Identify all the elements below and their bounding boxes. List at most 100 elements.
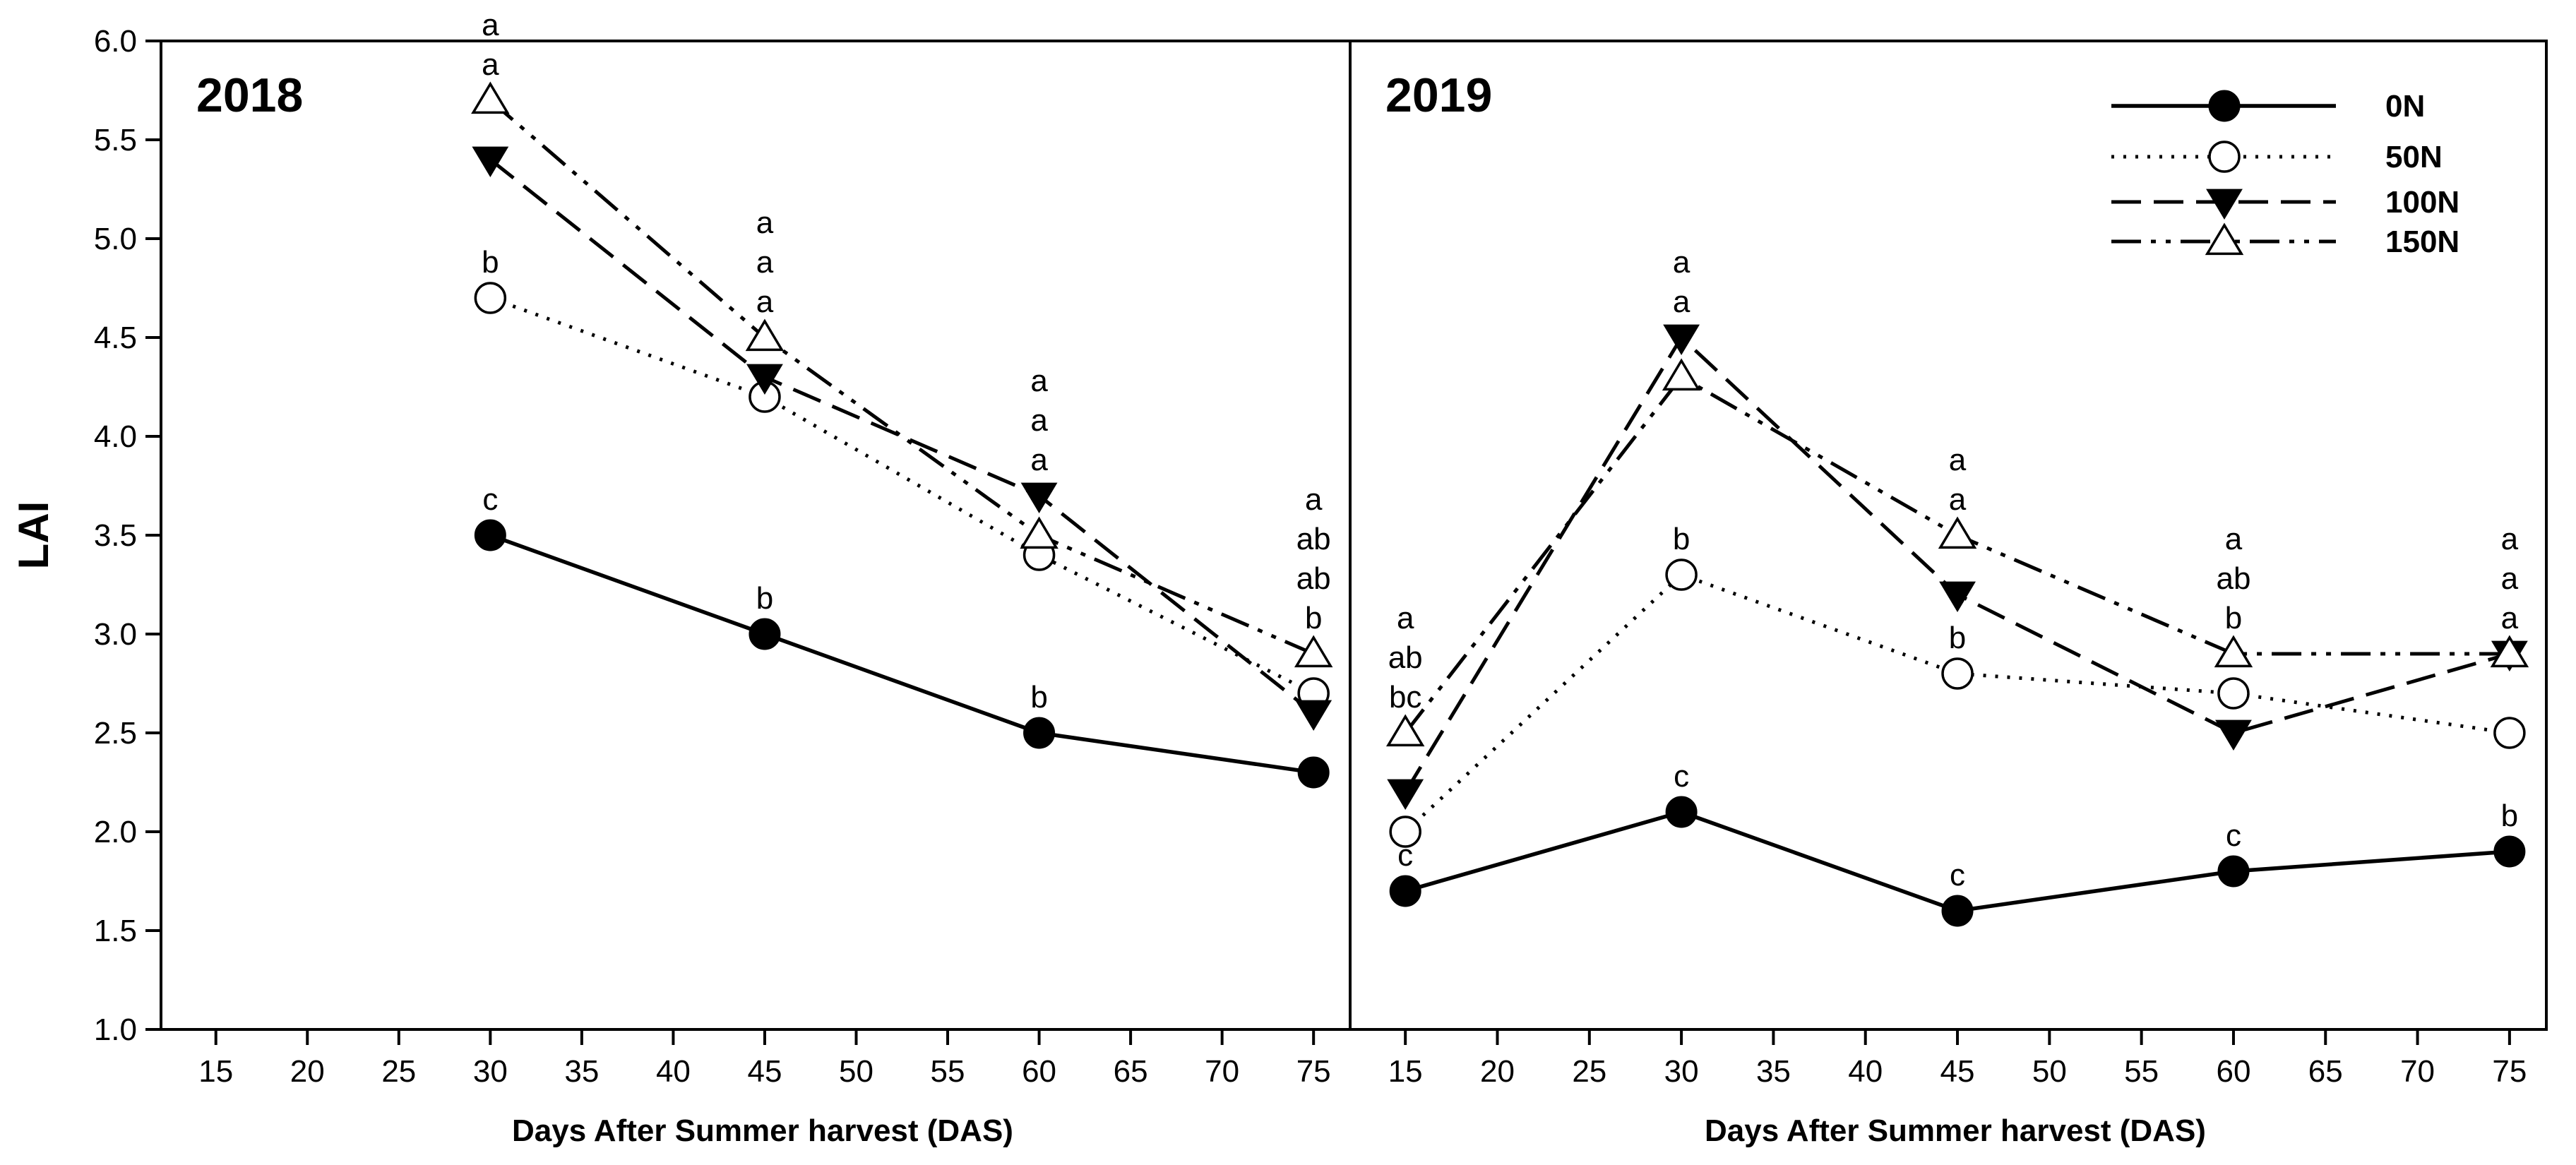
series-line-150N [489,99,1315,656]
significance-label: c [482,482,498,517]
point-50N [1389,816,1421,848]
x-tick-label: 25 [1572,1054,1606,1089]
y-tick-label: 6.0 [94,24,137,59]
panel-title: 2018 [196,68,303,122]
significance-label: a [756,245,774,280]
series-line-50N [489,296,1315,695]
y-tick-label: 3.0 [94,617,137,652]
point-150N [1662,358,1701,391]
y-tick-label: 2.5 [94,716,137,751]
x-tick-label: 60 [1022,1054,1056,1089]
point-50N [2493,717,2526,749]
x-tick-label: 50 [2032,1054,2067,1089]
y-tick-label: 2.0 [94,815,137,849]
x-tick-label: 75 [1296,1054,1331,1089]
significance-label: a [1949,482,1967,517]
point-50N [1941,657,1974,690]
point-50N [474,282,507,314]
series-line-100N [489,158,1315,715]
significance-label: b [1030,680,1047,715]
x-tick-label: 35 [564,1054,599,1089]
point-150N [2214,635,2253,668]
significance-label: a [2501,601,2519,635]
significance-label: b [1673,522,1690,556]
significance-label: a [1305,482,1323,517]
significance-label: a [1673,245,1690,280]
significance-label: a [482,8,499,42]
point-0N [2217,855,2250,888]
significance-label: a [756,285,774,319]
y-tick-label: 4.5 [94,321,137,355]
significance-label: ab [1388,640,1423,675]
legend-marker-150N [2205,222,2244,256]
significance-label: c [1397,838,1413,873]
x-tick-label: 55 [2124,1054,2159,1089]
point-100N [1020,482,1058,514]
legend-marker-50N [2208,141,2241,173]
x-tick-label: 70 [1205,1054,1239,1089]
series-line-50N [1404,573,2510,833]
point-150N [1938,516,1977,549]
series-line-100N [1404,335,2510,794]
point-0N [749,618,781,650]
significance-label: a [2225,522,2243,556]
significance-label: ab [1296,522,1331,556]
x-tick-label: 15 [198,1054,233,1089]
legend-label: 0N [2385,89,2425,124]
point-50N [1665,558,1698,591]
x-tick-label: 75 [2492,1054,2527,1089]
x-tick-label: 65 [2308,1054,2343,1089]
point-150N [1385,714,1425,747]
x-tick-label: 20 [290,1054,325,1089]
significance-label: a [2501,561,2519,596]
legend-marker-100N [2206,189,2243,220]
point-100N [1939,581,1976,613]
series-line-0N [489,533,1314,775]
significance-label: a [1030,443,1048,477]
legend-label: 150N [2385,225,2459,259]
point-0N [1389,875,1421,907]
point-100N [1295,700,1332,731]
point-0N [474,519,506,551]
point-150N [1020,516,1059,549]
x-tick-label: 30 [1664,1054,1699,1089]
point-100N [1663,324,1700,356]
point-100N [1387,779,1424,811]
point-100N [746,364,783,395]
x-tick-label: 70 [2400,1054,2435,1089]
x-tick-label: 60 [2216,1054,2250,1089]
point-0N [1297,756,1330,789]
significance-label: c [2226,818,2241,853]
significance-label: a [1030,364,1048,398]
x-tick-label: 40 [656,1054,691,1089]
significance-label: c [1950,858,1965,892]
point-150N [745,318,785,352]
significance-label: a [1673,285,1690,319]
y-tick-label: 4.0 [94,419,137,454]
panel-2018-frame [160,40,1352,1031]
x-tick-label: 35 [1756,1054,1791,1089]
y-tick-label: 5.0 [94,222,137,256]
x-tick-label: 20 [1480,1054,1515,1089]
x-tick-label: 15 [1388,1054,1423,1089]
significance-label: ab [1296,561,1331,596]
point-0N [1941,895,1974,927]
x-axis-title: Days After Summer harvest (DAS) [1705,1113,2206,1148]
x-tick-label: 30 [473,1054,508,1089]
panel-title: 2019 [1385,68,1492,122]
x-tick-label: 40 [1848,1054,1883,1089]
legend-marker-0N [2208,90,2241,122]
y-axis-title: LAI [10,501,57,570]
point-150N [471,81,510,114]
point-50N [2217,677,2250,710]
legend-label: 50N [2385,140,2443,174]
significance-label: a [482,47,499,82]
significance-label: b [1305,601,1322,635]
x-axis-title: Days After Summer harvest (DAS) [512,1113,1013,1148]
x-tick-label: 65 [1114,1054,1148,1089]
point-100N [472,146,509,178]
point-0N [2493,835,2526,868]
significance-label: b [2501,799,2518,833]
significance-label: a [2501,522,2519,556]
y-tick-label: 1.0 [94,1012,137,1047]
